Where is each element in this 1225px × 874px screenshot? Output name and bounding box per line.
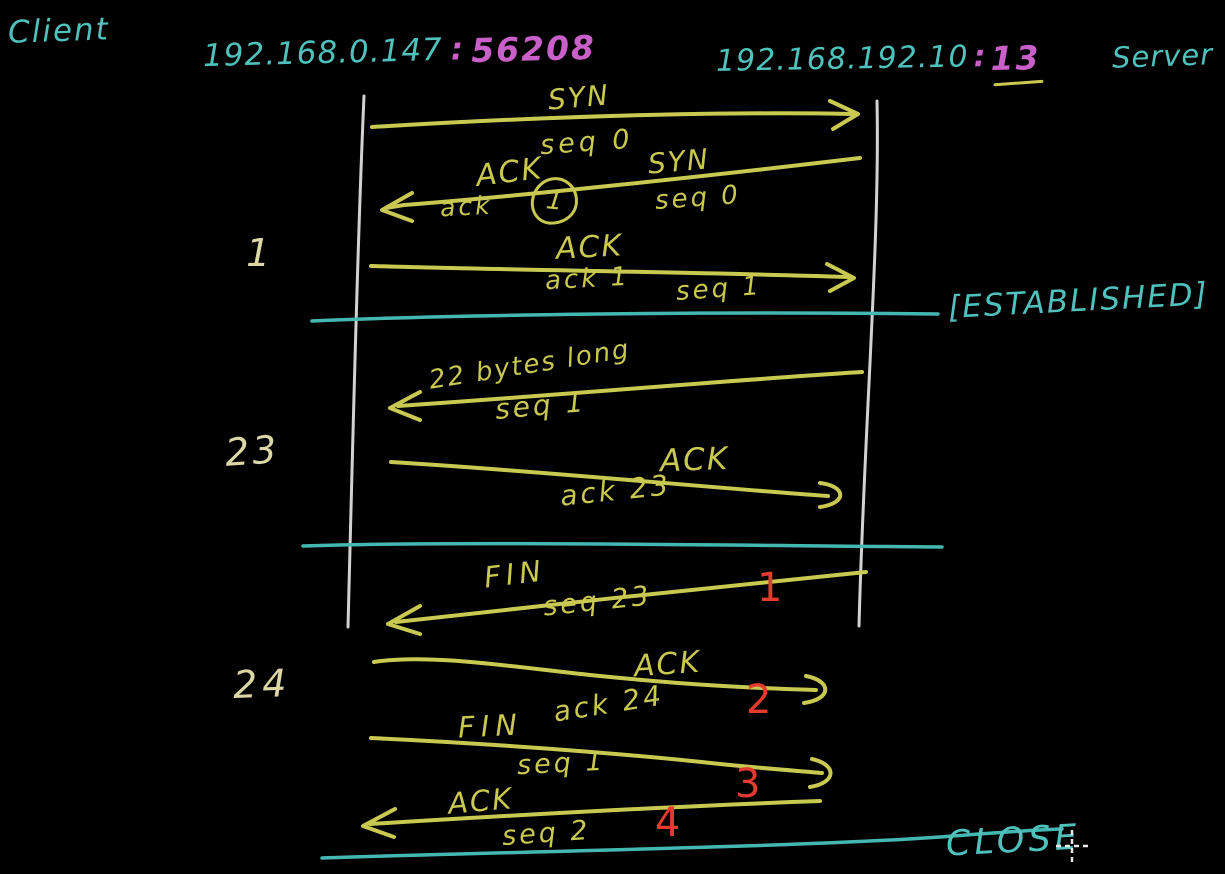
ack-fin-flag: ACK [632,644,703,685]
ack-final-flag: ACK [446,781,515,821]
arrow-syn [370,111,854,129]
step-number-4: 4 [655,800,681,846]
client-port-separator: : [450,31,464,68]
counter-after-fin: 24 [232,660,293,708]
step-number-2: 2 [746,677,772,723]
client-port: 56208 [470,27,597,71]
ack-handshake-seq: seq 1 [675,271,763,307]
step-number-3: 3 [735,761,761,807]
server-ip: 192.168.192.10 [715,39,969,79]
arrow-syn-head [828,99,860,131]
arrow-syn-ack-head [380,191,414,223]
syn-flag: SYN [546,78,612,117]
synack-ack-word: ack [439,190,494,223]
ack-data-flag: ACK [659,440,730,480]
counter-after-handshake: 1 [246,231,271,275]
crosshair-cursor-icon [1056,830,1088,862]
arrow-data-head [388,390,422,422]
arrow-fin-server-head [386,604,422,636]
client-lifeline [346,94,366,629]
state-line-mid [301,541,944,549]
arrow-ack-final-head [361,807,397,839]
server-label: Server [1111,37,1214,75]
server-port: 13 [990,38,1041,79]
arrow-fin-server [394,570,868,624]
fin-client-seq: seq 1 [516,745,607,782]
state-line-established [310,311,940,323]
state-line-closed [320,827,1064,860]
ack-final-seq: seq 2 [501,814,592,853]
synack-syn-flag: SYN [646,142,712,181]
arrow-ack-data [389,460,830,498]
arrow-ack-handshake-head [825,262,856,293]
client-endpoint: 192.168.0.147 : 56208 [202,27,597,75]
arrow-ack-handshake [369,264,850,279]
server-port-wrap: 13 [990,38,1043,87]
synack-syn-seq: seq 0 [654,180,742,216]
server-port-separator: : [973,39,986,75]
arrow-ack-fin-head [802,674,828,705]
arrow-fin-client [369,736,824,775]
step-number-1: 1 [757,565,783,611]
fin-client-flag: FIN [457,707,524,745]
arrow-fin-client-head [808,757,833,789]
client-label: Client [7,11,111,51]
synack-ack-number: 1 [544,185,565,217]
arrow-ack-fin [372,657,818,692]
client-ip: 192.168.0.147 [202,31,444,75]
arrow-ack-final [368,799,822,826]
arrow-ack-data-head [818,481,843,509]
arrow-syn-ack [384,156,862,210]
syn-seq: seq 0 [539,123,635,162]
fin-server-flag: FIN [482,553,548,595]
ack-handshake-flag: ACK [555,228,624,267]
arrow-data [396,370,864,408]
counter-after-data: 23 [223,427,281,475]
synack-ack-flag: ACK [474,151,545,194]
ack-handshake-ack: ack 1 [544,261,631,297]
server-endpoint: 192.168.192.10 : 13 [715,38,1043,87]
data-seq: seq 1 [493,385,588,426]
